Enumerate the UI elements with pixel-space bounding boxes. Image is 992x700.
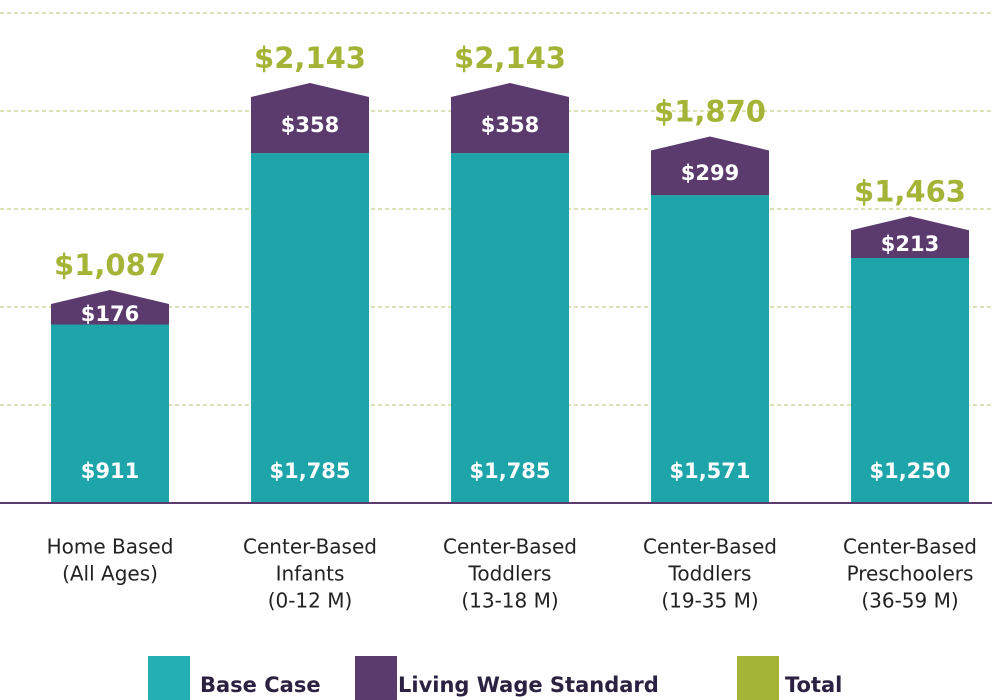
x-tick-label: (All Ages) — [62, 562, 158, 586]
bar-base — [51, 324, 169, 503]
bar-living-wage — [51, 289, 169, 325]
legend-label: Total — [785, 673, 842, 697]
total-label: $1,463 — [854, 174, 966, 208]
bar-base — [251, 153, 369, 503]
legend-label: Base Case — [200, 673, 321, 697]
bar-shade — [651, 195, 769, 504]
legend-swatch — [737, 656, 779, 700]
x-tick-label: Center-Based — [643, 535, 777, 559]
x-tick-label: (36-59 M) — [861, 589, 958, 613]
bar-shade — [51, 324, 169, 503]
total-label: $2,143 — [254, 41, 366, 75]
value-label: $358 — [481, 113, 539, 137]
x-tick-label: Center-Based — [443, 535, 577, 559]
total-label: $1,870 — [654, 94, 766, 128]
bar-base — [451, 153, 569, 503]
value-label: $176 — [81, 302, 139, 326]
value-label: $1,571 — [669, 459, 750, 483]
value-label: $1,785 — [469, 459, 550, 483]
value-label: $358 — [281, 113, 339, 137]
value-label: $1,785 — [269, 459, 350, 483]
legend-swatch — [355, 656, 397, 700]
value-label: $911 — [81, 459, 139, 483]
x-tick-label: Home Based — [47, 535, 174, 559]
legend-label: Living Wage Standard — [398, 673, 659, 697]
x-tick-label: Preschoolers — [847, 562, 974, 586]
value-label: $213 — [881, 232, 939, 256]
bar-living-wage — [851, 216, 969, 258]
total-label: $2,143 — [454, 41, 566, 75]
value-label: $1,250 — [869, 459, 950, 483]
bar-living-wage — [251, 82, 369, 154]
legend-swatch — [148, 656, 190, 700]
x-tick-label: Center-Based — [843, 535, 977, 559]
bar-shade — [851, 258, 969, 503]
bar-living-wage — [651, 136, 769, 196]
bar-base — [651, 195, 769, 504]
bar-shade — [451, 153, 569, 503]
x-tick-label: Infants — [276, 562, 345, 586]
total-label: $1,087 — [54, 248, 166, 282]
x-tick-label: Center-Based — [243, 535, 377, 559]
x-tick-label: (0-12 M) — [268, 589, 353, 613]
x-tick-label: Toddlers — [468, 562, 552, 586]
bar-base — [851, 258, 969, 503]
x-tick-label: Toddlers — [668, 562, 752, 586]
bar-shade — [251, 153, 369, 503]
x-tick-label: (19-35 M) — [661, 589, 758, 613]
bar-living-wage — [451, 82, 569, 154]
x-tick-label: (13-18 M) — [461, 589, 558, 613]
value-label: $299 — [681, 161, 739, 185]
